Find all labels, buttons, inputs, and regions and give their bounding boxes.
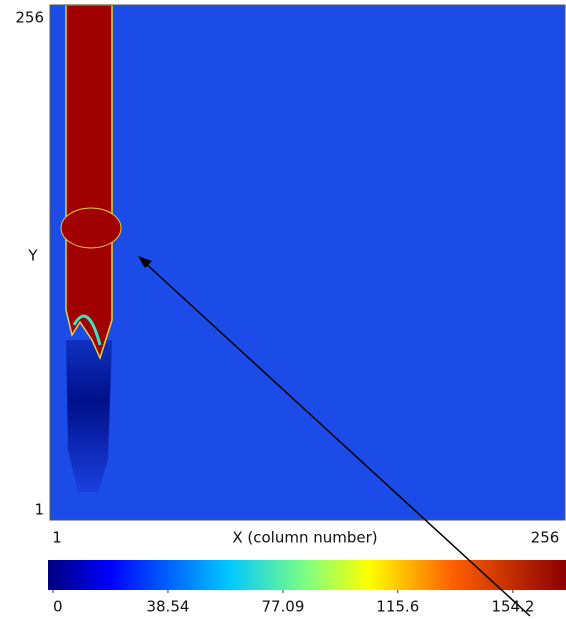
x-tick-label: 256 [531,529,560,547]
annotation-arrow [138,256,531,617]
y-tick-label: 1 [34,501,44,519]
x-axis-label: X (column number) [232,529,377,547]
colorbar-tick-label: 38.54 [146,598,189,616]
colorbar-tick-label: 77.09 [261,598,304,616]
y-tick-label: 256 [15,9,44,27]
colorbar-tick-label: 154.2 [491,598,534,616]
colorbar-tick-label: 115.6 [376,598,419,616]
heatmap-image [49,4,566,521]
y-axis-label: Y [27,247,38,265]
colorbar [48,560,566,590]
x-tick-label: 1 [52,529,62,547]
colorbar-tick-label: 0 [53,598,63,616]
